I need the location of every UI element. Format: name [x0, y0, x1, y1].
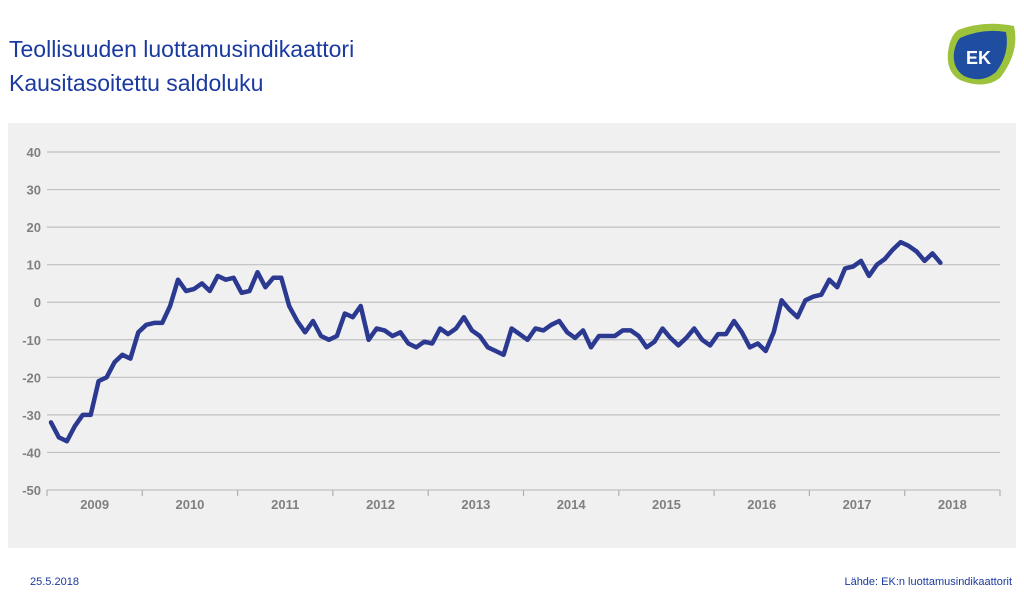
x-tick-label: 2017 [843, 497, 872, 512]
ek-logo: EK [944, 22, 1020, 88]
footer-date: 25.5.2018 [30, 576, 79, 588]
x-tick-label: 2018 [938, 497, 967, 512]
x-tick-label: 2010 [175, 497, 204, 512]
y-tick-label: 30 [27, 183, 41, 198]
svg-text:EK: EK [966, 48, 991, 68]
chart-title: Teollisuuden luottamusindikaattori [9, 36, 355, 62]
y-tick-label: 0 [34, 295, 41, 310]
footer-source: Lähde: EK:n luottamusindikaattorit [844, 576, 1012, 588]
x-tick-label: 2011 [271, 497, 299, 512]
chart-panel [8, 123, 1016, 548]
y-tick-label: -10 [22, 333, 41, 348]
x-tick-label: 2013 [461, 497, 490, 512]
y-tick-label: 40 [27, 145, 41, 160]
chart-subtitle: Kausitasoitettu saldoluku [9, 70, 264, 96]
y-tick-label: 20 [27, 220, 41, 235]
y-tick-label: -30 [22, 408, 41, 423]
x-tick-label: 2016 [747, 497, 776, 512]
y-tick-label: -20 [22, 370, 41, 385]
series-line [48, 239, 943, 444]
y-tick-label: -40 [22, 445, 41, 460]
x-tick-label: 2012 [366, 497, 395, 512]
x-tick-label: 2009 [80, 497, 109, 512]
y-tick-label: -50 [22, 483, 41, 498]
x-tick-label: 2015 [652, 497, 681, 512]
y-tick-label: 10 [27, 258, 41, 273]
x-tick-label: 2014 [557, 497, 587, 512]
